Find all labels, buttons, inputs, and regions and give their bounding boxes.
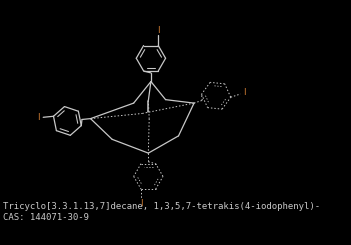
Text: I: I <box>140 199 142 208</box>
Text: I: I <box>157 26 160 35</box>
Text: I: I <box>38 113 40 122</box>
Text: Tricyclo[3.3.1.13,7]decane, 1,3,5,7-tetrakis(4-iodophenyl)-: Tricyclo[3.3.1.13,7]decane, 1,3,5,7-tetr… <box>2 202 320 211</box>
Text: I: I <box>243 88 246 97</box>
Text: CAS: 144071-30-9: CAS: 144071-30-9 <box>2 213 88 222</box>
